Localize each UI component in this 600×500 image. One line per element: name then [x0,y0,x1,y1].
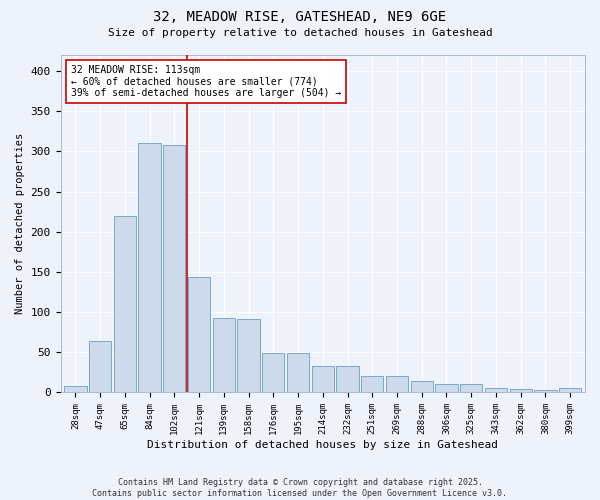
Bar [436,384,458,392]
Text: 32 MEADOW RISE: 113sqm
← 60% of detached houses are smaller (774)
39% of semi-de: 32 MEADOW RISE: 113sqm ← 60% of detached… [71,65,341,98]
Bar [361,376,383,392]
Bar [262,353,284,393]
Bar [485,388,507,392]
Bar [559,388,581,392]
Bar [509,390,532,392]
Text: Size of property relative to detached houses in Gateshead: Size of property relative to detached ho… [107,28,493,38]
Text: Contains HM Land Registry data © Crown copyright and database right 2025.
Contai: Contains HM Land Registry data © Crown c… [92,478,508,498]
Bar [188,277,210,392]
Bar [386,376,408,392]
Bar [460,384,482,392]
Bar [311,366,334,392]
Bar [212,318,235,392]
Bar [163,145,185,392]
Bar [89,341,111,392]
Bar [139,144,161,392]
Bar [238,318,260,392]
Bar [337,366,359,392]
Bar [534,390,557,392]
X-axis label: Distribution of detached houses by size in Gateshead: Distribution of detached houses by size … [147,440,498,450]
Text: 32, MEADOW RISE, GATESHEAD, NE9 6GE: 32, MEADOW RISE, GATESHEAD, NE9 6GE [154,10,446,24]
Bar [410,381,433,392]
Y-axis label: Number of detached properties: Number of detached properties [15,133,25,314]
Bar [287,353,309,393]
Bar [64,386,86,392]
Bar [114,216,136,392]
